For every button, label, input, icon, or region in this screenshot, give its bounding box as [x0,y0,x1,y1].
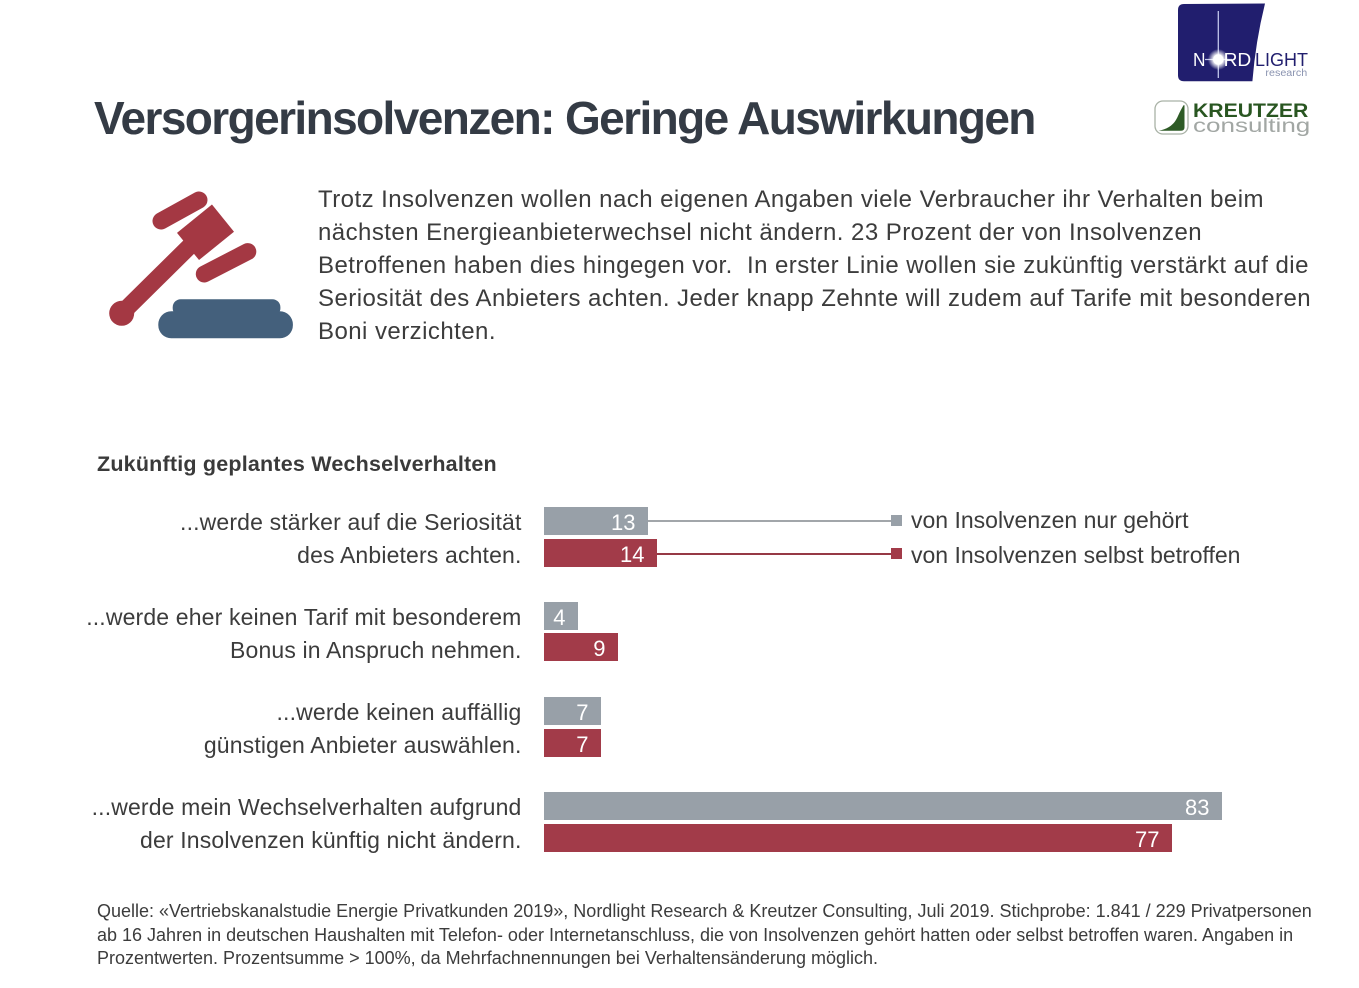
svg-text:N: N [1193,49,1206,70]
svg-text:research: research [1265,68,1307,79]
svg-text:RD: RD [1224,49,1252,70]
svg-text:KREUTZER: KREUTZER [1193,101,1309,122]
svg-text:LIGHT: LIGHT [1255,49,1308,70]
svg-text:consulting: consulting [1193,116,1310,137]
